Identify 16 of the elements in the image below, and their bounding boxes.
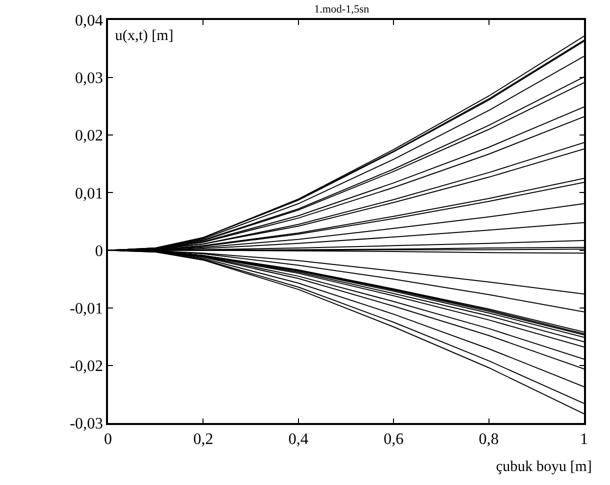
x-tick-label: 0,6	[384, 430, 404, 448]
chart-title: 1.mod-1,5sn	[314, 4, 370, 16]
y-tick-label: 0,04	[75, 12, 104, 30]
x-tick-label: 0,2	[193, 430, 214, 448]
x-tick-label: 1	[580, 430, 588, 448]
y-tick-label: -0,03	[70, 416, 104, 433]
y-tick-label: 0,03	[75, 70, 104, 88]
y-tick-label: 0,02	[75, 128, 104, 145]
y-tick-label: 0,01	[75, 185, 104, 202]
y-tick-label: 0	[95, 242, 104, 260]
x-axis-title: çubuk boyu [m]	[496, 459, 592, 475]
x-tick-label: 0,4	[288, 430, 308, 448]
x-tick-label: 0,8	[478, 430, 499, 448]
y-axis-title: u(x,t) [m]	[115, 28, 174, 44]
y-tick-label: -0,02	[70, 358, 104, 376]
y-tick-label: -0,01	[70, 300, 104, 318]
